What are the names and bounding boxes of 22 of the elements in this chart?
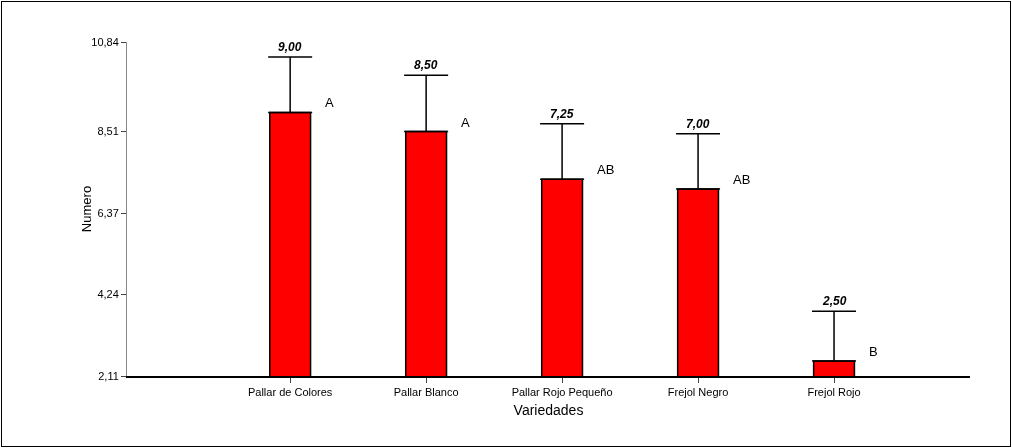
x-tick-label: Pallar Blanco bbox=[393, 385, 459, 398]
y-tick-label: 6,37 bbox=[97, 206, 119, 219]
x-tick-label: Pallar Rojo Pequeño bbox=[511, 385, 613, 398]
y-tick-label: 8,51 bbox=[97, 124, 119, 137]
annotation: 7,25 bbox=[550, 107, 574, 121]
annotation: B bbox=[869, 344, 878, 359]
y-tick-label: 4,24 bbox=[97, 288, 119, 301]
y-tick-label: 2,11 bbox=[98, 369, 119, 382]
x-tick-label: Pallar de Colores bbox=[247, 385, 333, 398]
annotation: A bbox=[325, 95, 334, 110]
annotation: AB bbox=[733, 172, 751, 187]
y-tick-label: 10,84 bbox=[91, 35, 119, 48]
annotation: 8,50 bbox=[414, 58, 438, 72]
annotation: 7,00 bbox=[686, 117, 710, 131]
x-tick-label: Frejol Negro bbox=[667, 385, 729, 398]
annotation: 9,00 bbox=[278, 40, 302, 54]
annotation: 2,50 bbox=[822, 294, 847, 308]
annotation: A bbox=[461, 115, 470, 130]
annotation: AB bbox=[597, 162, 615, 177]
y-axis-title: Numero bbox=[79, 185, 94, 233]
x-tick-label: Frejol Rojo bbox=[807, 385, 861, 398]
x-axis-title: Variedades bbox=[513, 401, 584, 418]
